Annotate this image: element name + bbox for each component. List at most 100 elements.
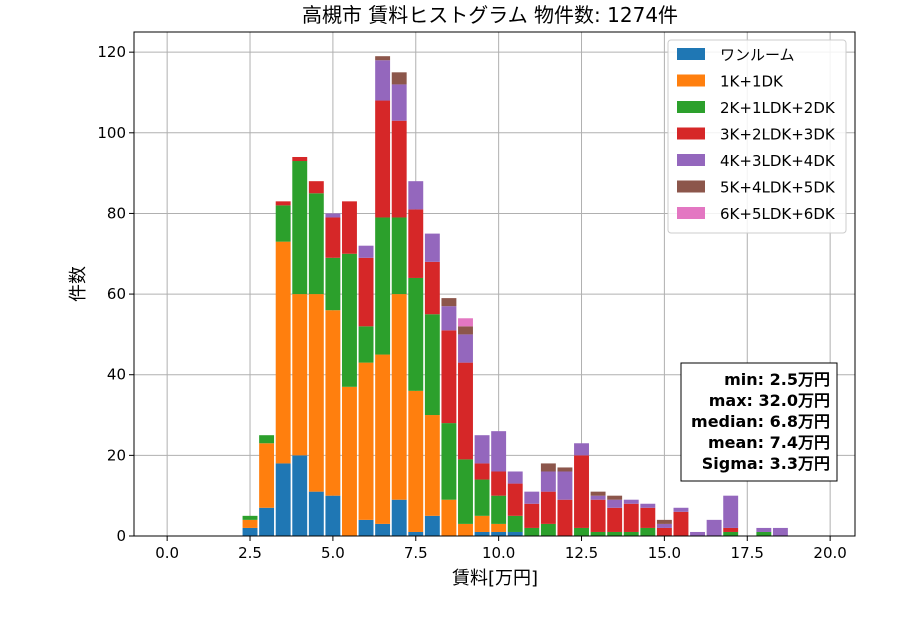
histogram-bar	[358, 362, 374, 520]
y-tick-label: 100	[97, 124, 126, 142]
legend-swatch	[677, 207, 705, 219]
histogram-bar	[308, 491, 324, 536]
histogram-bar	[540, 463, 556, 472]
histogram-bar	[375, 354, 391, 524]
histogram-bar	[458, 523, 473, 536]
histogram-bar	[441, 330, 457, 424]
histogram-bar	[358, 245, 374, 258]
histogram-bar	[590, 495, 606, 500]
histogram-bar	[424, 415, 440, 516]
histogram-bar	[458, 362, 473, 460]
histogram-bar	[441, 499, 457, 536]
legend-label: 5K+4LDK+5DK	[720, 179, 836, 197]
histogram-bar	[408, 390, 424, 532]
histogram-bar	[590, 491, 606, 496]
histogram-bar	[574, 527, 589, 536]
legend-swatch	[677, 180, 705, 193]
histogram-bar	[507, 531, 523, 536]
histogram-bar	[292, 294, 308, 456]
x-tick-label: 17.5	[731, 544, 764, 562]
histogram-bar	[325, 217, 341, 258]
histogram-bar	[557, 467, 573, 472]
histogram-bar	[242, 527, 258, 536]
histogram-bar	[358, 326, 374, 363]
histogram-bar	[275, 205, 291, 242]
histogram-bar	[259, 443, 275, 508]
histogram-bar	[574, 443, 589, 456]
histogram-bar	[408, 181, 424, 210]
x-tick-label: 2.5	[238, 544, 262, 562]
histogram-bar	[673, 507, 689, 512]
histogram-bar	[308, 193, 324, 295]
histogram-bar	[259, 507, 275, 536]
x-tick-label: 20.0	[813, 544, 846, 562]
histogram-bar	[325, 495, 341, 536]
stat-min: min: 2.5万円	[724, 370, 830, 389]
histogram-bar	[375, 523, 391, 536]
x-tick-label: 7.5	[404, 544, 428, 562]
stat-median: median: 6.8万円	[691, 412, 830, 431]
histogram-bar	[623, 503, 639, 532]
y-tick-label: 20	[107, 446, 126, 464]
histogram-bar	[424, 233, 440, 262]
legend-label: 4K+3LDK+4DK	[720, 152, 836, 170]
histogram-bar	[524, 491, 540, 504]
histogram-bar	[474, 515, 490, 532]
legend-box	[667, 39, 847, 234]
histogram-bar	[375, 100, 391, 218]
stat-sigma: Sigma: 3.3万円	[702, 454, 830, 473]
histogram-bar	[557, 471, 573, 500]
histogram-bar	[458, 318, 473, 327]
histogram-bar	[458, 326, 473, 335]
y-tick-label: 80	[107, 204, 126, 222]
histogram-bar	[292, 156, 308, 162]
histogram-bar	[574, 455, 589, 528]
histogram-bar	[723, 531, 739, 536]
histogram-bar	[474, 531, 490, 536]
x-tick-label: 12.5	[565, 544, 598, 562]
histogram-bar	[242, 515, 258, 520]
histogram-bar	[408, 531, 424, 536]
x-axis-label: 賃料[万円]	[452, 568, 538, 589]
plot-area-frame	[133, 31, 856, 537]
legend-label: 1K+1DK	[720, 73, 784, 91]
histogram-bar	[275, 241, 291, 464]
histogram-bar	[540, 491, 556, 524]
histogram-bar	[474, 479, 490, 516]
histogram-bar	[540, 523, 556, 536]
histogram-bar	[441, 423, 457, 500]
histogram-bar	[524, 503, 540, 528]
bars	[242, 56, 788, 536]
histogram-bar	[507, 483, 523, 516]
legend-swatch	[677, 48, 705, 60]
histogram-bar	[524, 527, 540, 536]
histogram-bar	[491, 471, 507, 496]
histogram-bar	[441, 298, 457, 307]
histogram-bar	[342, 201, 357, 254]
histogram-bar	[491, 495, 507, 524]
axis-ticks: 0.0 2.5 5.0 7.5 10.0 12.5 15.0 17.5 20.0 0 20 40 60 8…	[97, 43, 846, 562]
histogram-bar	[690, 531, 705, 536]
histogram-bar	[375, 56, 391, 61]
histogram-bar	[491, 431, 507, 472]
histogram-bar	[242, 519, 258, 528]
histogram-bar	[391, 72, 407, 85]
histogram-bar	[458, 334, 473, 363]
histogram-bar	[756, 527, 772, 532]
histogram-bar	[656, 523, 672, 528]
histogram-bar	[441, 306, 457, 331]
histogram-bar	[308, 181, 324, 194]
histogram-bar	[640, 527, 656, 536]
histogram-bar	[325, 310, 341, 496]
histogram-bar	[723, 527, 739, 532]
histogram-bar	[391, 294, 407, 500]
legend-swatch	[677, 74, 705, 87]
histogram-bar	[507, 515, 523, 532]
histogram-bar	[723, 495, 739, 528]
legend-swatch	[677, 127, 705, 140]
histogram-bar	[375, 60, 391, 101]
x-tick-label: 0.0	[155, 544, 179, 562]
histogram-bar	[375, 217, 391, 355]
y-tick-label: 60	[107, 285, 126, 303]
histogram-bar	[424, 261, 440, 315]
